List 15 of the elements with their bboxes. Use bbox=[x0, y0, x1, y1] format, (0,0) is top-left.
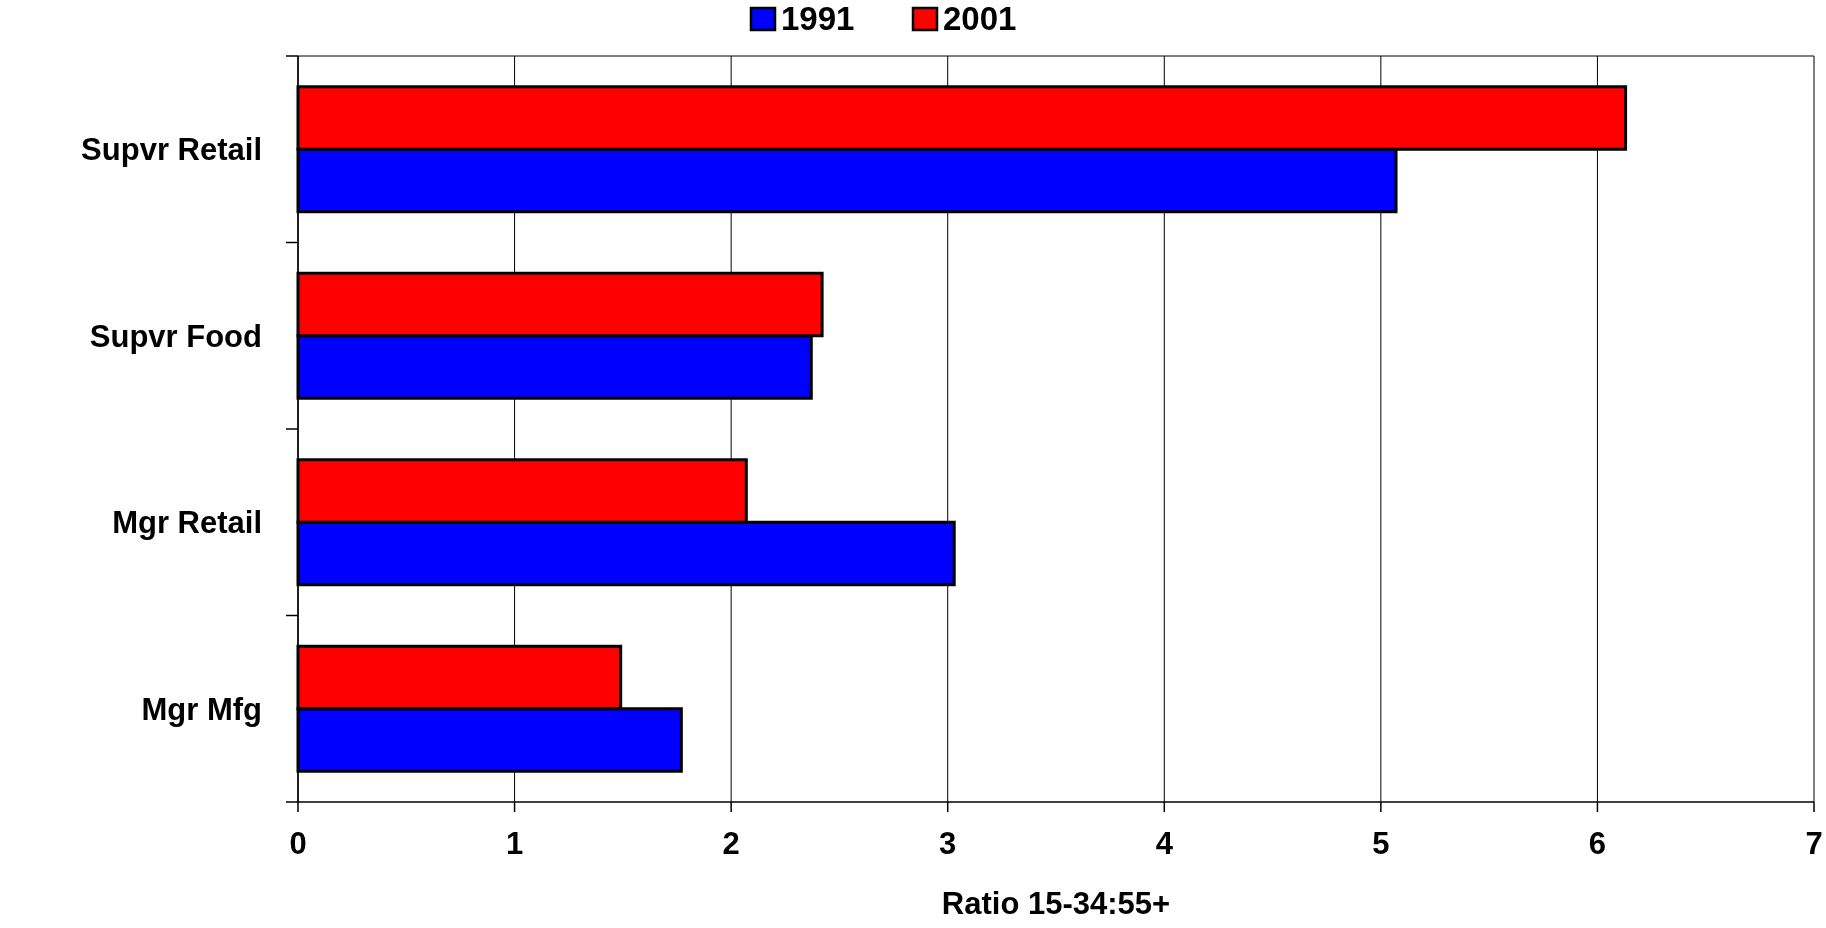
x-tick-label: 7 bbox=[1805, 826, 1823, 861]
y-tick-label: Supvr Food bbox=[89, 318, 262, 354]
x-tick-label: 1 bbox=[505, 826, 524, 861]
x-tick-label: 0 bbox=[289, 826, 307, 861]
x-tick-label: 4 bbox=[1155, 826, 1174, 861]
x-axis-title: Ratio 15-34:55+ bbox=[941, 886, 1171, 921]
x-tick-label: 5 bbox=[1372, 826, 1390, 861]
legend-label: 1991 bbox=[781, 0, 855, 37]
x-tick-label: 3 bbox=[939, 826, 957, 861]
legend-label: 2001 bbox=[943, 0, 1017, 37]
y-tick-label: Mgr Mfg bbox=[141, 691, 262, 727]
y-tick-label: Supvr Retail bbox=[81, 132, 262, 168]
x-tick-label: 6 bbox=[1588, 826, 1607, 861]
x-tick-label: 2 bbox=[722, 826, 740, 861]
y-tick-label: Mgr Retail bbox=[112, 505, 262, 541]
